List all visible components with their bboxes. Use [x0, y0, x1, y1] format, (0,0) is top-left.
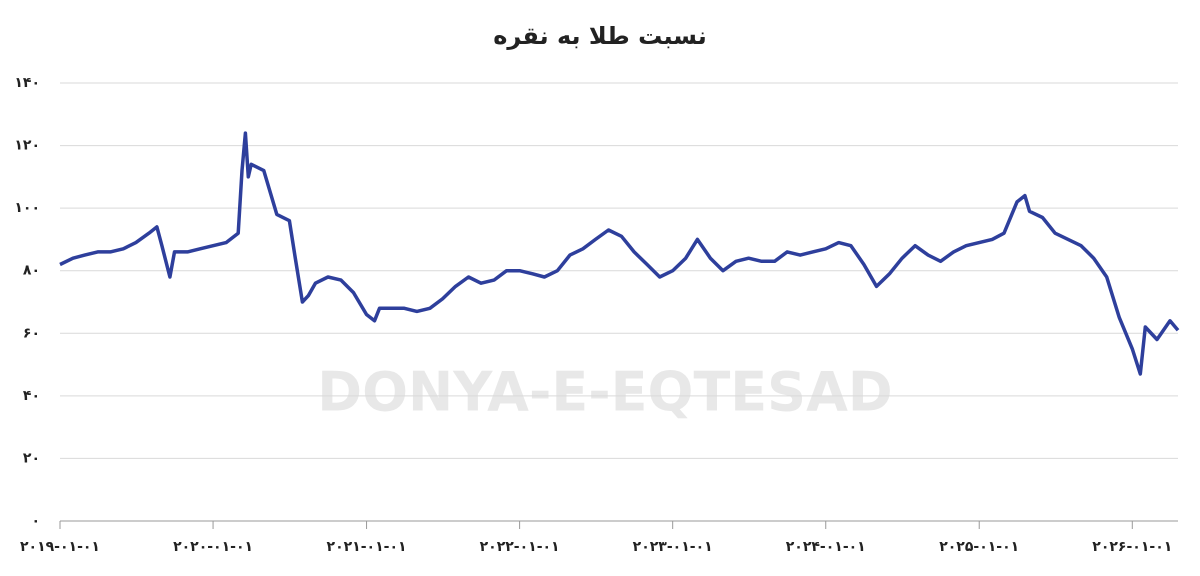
- y-tick-label: ۲۰: [23, 450, 40, 466]
- x-tick-label: ۲۰۲۳-۰۱-۰۱: [633, 539, 713, 555]
- y-tick-label: ۱۲۰: [14, 138, 40, 154]
- data-line: [59, 131, 1180, 376]
- x-tick-label: ۲۰۲۵-۰۱-۰۱: [939, 539, 1019, 555]
- y-tick-label: ۱۰۰: [14, 200, 40, 216]
- x-tick-label: ۲۰۲۰-۰۱-۰۱: [173, 539, 253, 555]
- watermark: DONYA-E-EQTESAD: [317, 361, 892, 424]
- x-tick-label: ۲۰۲۱-۰۱-۰۱: [327, 539, 407, 555]
- y-tick-label: ۰: [31, 513, 40, 529]
- x-tick-label: ۲۰۱۹-۰۱-۰۱: [20, 539, 100, 555]
- y-tick-label: ۶۰: [23, 325, 40, 341]
- y-tick-label: ۴۰: [23, 388, 40, 404]
- x-tick-label: ۲۰۲۶-۰۱-۰۱: [1092, 539, 1172, 555]
- y-tick-label: ۸۰: [23, 263, 40, 279]
- chart-title: نسبت طلا به نقره: [493, 22, 706, 50]
- y-tick-label: ۱۴۰: [14, 75, 40, 91]
- x-tick-label: ۲۰۲۴-۰۱-۰۱: [786, 539, 866, 555]
- x-tick-label: ۲۰۲۲-۰۱-۰۱: [480, 539, 560, 555]
